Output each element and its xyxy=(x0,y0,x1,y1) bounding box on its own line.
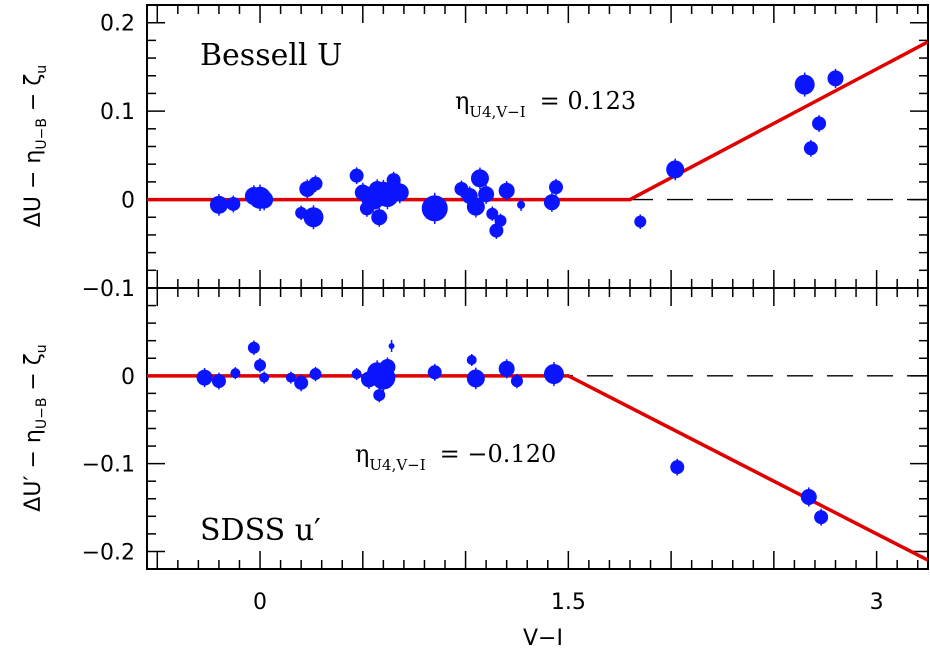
annotation-value: = −0.120 xyxy=(440,440,557,468)
y-tick-label: −0.1 xyxy=(82,277,135,302)
panel-bessell-u: 0.20.10−0.1 Bessell U ηU4,V−I = 0.123 ΔU … xyxy=(21,4,929,302)
panel-label: Bessell U xyxy=(200,38,342,73)
ylabel-zeta-sub: u xyxy=(34,65,50,74)
ylabel-part-a: ΔU − xyxy=(21,164,46,228)
y-tick-label: 0 xyxy=(121,189,135,214)
data-point xyxy=(494,214,507,227)
data-point xyxy=(510,375,523,388)
data-point xyxy=(255,190,274,209)
data-point xyxy=(670,460,685,475)
ylabel-zeta: ζ xyxy=(21,353,46,365)
data-point xyxy=(294,375,309,390)
data-point xyxy=(803,141,818,156)
data-point xyxy=(379,359,396,376)
y-tick-label: −0.1 xyxy=(82,453,135,478)
axis-ticks: 0 −0.1 −0.2 0 1.5 3 xyxy=(82,287,928,615)
data-point xyxy=(259,372,270,383)
data-point xyxy=(351,369,362,380)
ylabel-eta: η xyxy=(21,150,46,164)
ylabel-part-b: − xyxy=(21,86,46,118)
y-tick-label: 0 xyxy=(121,365,135,390)
data-point xyxy=(800,488,817,505)
x-axis-label: V−I xyxy=(523,626,563,651)
ylabel-zeta-sub: u xyxy=(34,344,50,353)
data-point xyxy=(498,360,515,377)
data-point xyxy=(794,74,815,95)
data-point xyxy=(308,176,323,191)
fit-line xyxy=(147,40,929,202)
panel-label: SDSS u′ xyxy=(200,513,321,548)
annotation-subscript: U4,V−I xyxy=(469,103,525,121)
data-point xyxy=(470,169,489,188)
ylabel-zeta: ζ xyxy=(21,74,46,86)
data-points xyxy=(209,68,844,239)
data-point xyxy=(498,182,515,199)
data-point xyxy=(543,194,560,211)
data-point xyxy=(230,368,241,379)
panel-sdss-u: 0−0.1−0.20 1.5 3 SDSS u′ ηU4,V−I = −0.120 Δ… xyxy=(21,287,929,651)
data-point xyxy=(466,355,477,366)
ylabel-eta-sub: U−B xyxy=(34,398,50,430)
data-point xyxy=(466,197,485,216)
data-point xyxy=(209,195,228,214)
data-point xyxy=(548,180,563,195)
data-point xyxy=(543,364,564,385)
ylabel-eta: η xyxy=(21,429,46,443)
data-point xyxy=(349,168,364,183)
annotation-symbol: η xyxy=(455,87,469,115)
x-tick-label: 1.5 xyxy=(551,590,586,615)
data-point xyxy=(486,207,499,220)
data-point xyxy=(373,389,386,402)
data-point xyxy=(371,209,388,226)
y-tick-label: 0.2 xyxy=(100,12,135,37)
data-point xyxy=(812,116,827,131)
data-point xyxy=(427,365,442,380)
data-point xyxy=(390,183,409,202)
fit-annotation: ηU4,V−I = −0.120 xyxy=(355,440,556,474)
data-point xyxy=(211,374,226,389)
y-axis-label: ΔU′ − ηU−B − ζu xyxy=(21,344,50,511)
data-point xyxy=(666,160,685,179)
data-point xyxy=(303,207,324,228)
annotation-subscript: U4,V−I xyxy=(369,456,425,474)
data-point xyxy=(814,510,829,525)
data-point xyxy=(466,369,485,388)
x-tick-label: 0 xyxy=(253,590,267,615)
data-point xyxy=(388,342,395,349)
data-point xyxy=(254,359,267,372)
data-point xyxy=(226,196,241,211)
x-tick-label: 3 xyxy=(870,590,884,615)
data-point xyxy=(386,173,401,188)
ylabel-part-b: − xyxy=(21,365,46,397)
fit-annotation: ηU4,V−I = 0.123 xyxy=(455,87,636,121)
data-point xyxy=(827,70,844,87)
data-point xyxy=(247,341,260,354)
annotation-value: = 0.123 xyxy=(540,87,636,115)
data-point xyxy=(478,186,495,203)
y-tick-label: −0.2 xyxy=(82,540,135,565)
ylabel-eta-sub: U−B xyxy=(34,118,50,150)
data-point xyxy=(421,195,448,222)
data-point xyxy=(634,215,647,228)
data-point xyxy=(309,368,322,381)
ylabel-part-a: ΔU′ − xyxy=(21,443,46,512)
data-points xyxy=(196,339,829,526)
data-point xyxy=(196,369,213,386)
data-point xyxy=(517,200,526,209)
y-tick-label: 0.1 xyxy=(100,100,135,125)
annotation-symbol: η xyxy=(355,440,369,468)
y-axis-label: ΔU − ηU−B − ζu xyxy=(21,65,50,227)
data-point xyxy=(285,372,296,383)
